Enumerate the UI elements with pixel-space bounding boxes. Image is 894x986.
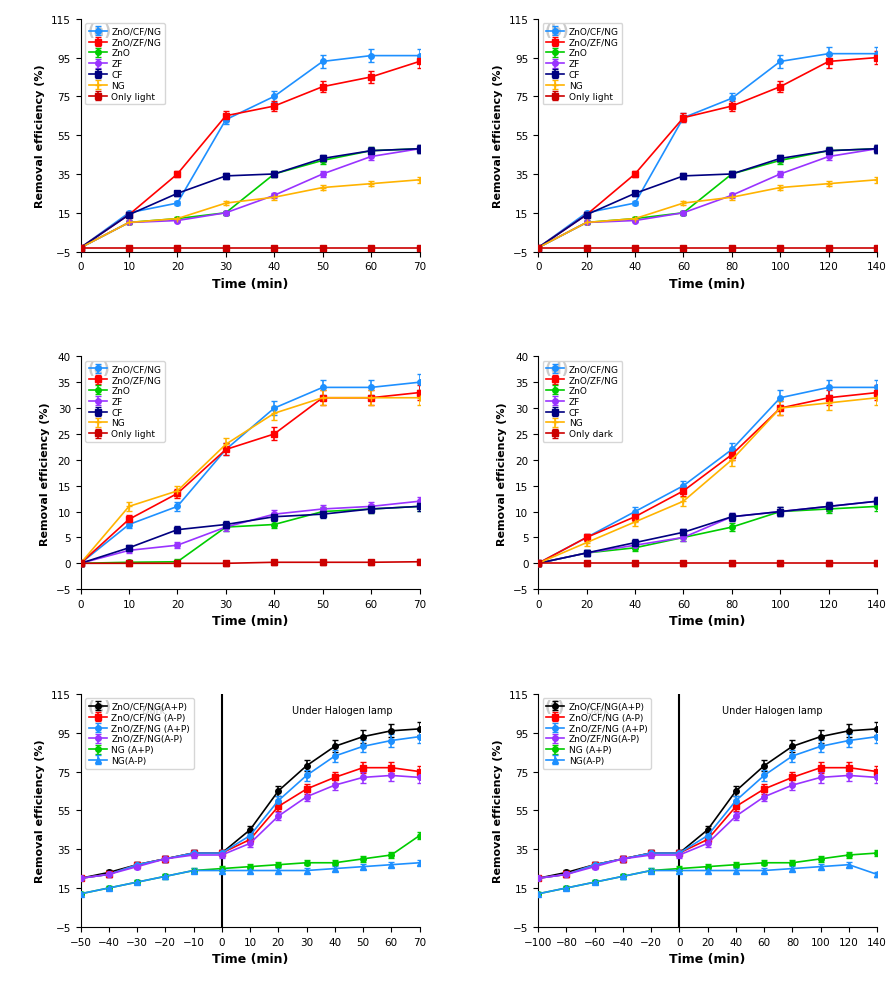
Text: A+P: A+P [0,985,1,986]
Text: Dark: Dark [585,706,608,716]
Text: (f): (f) [544,699,565,714]
Y-axis label: Removal efficiency (%): Removal efficiency (%) [493,739,502,882]
Legend: ZnO/CF/NG, ZnO/ZF/NG, ZnO, ZF, CF, NG, Only light: ZnO/CF/NG, ZnO/ZF/NG, ZnO, ZF, CF, NG, O… [542,25,621,106]
Legend: ZnO/CF/NG(A+P), ZnO/CF/NG (A-P), ZnO/ZF/NG (A+P), ZnO/ZF/NG(A-P), NG (A+P), NG(A: ZnO/CF/NG(A+P), ZnO/CF/NG (A-P), ZnO/ZF/… [542,699,651,769]
Text: (e): (e) [88,699,112,714]
Legend: ZnO/CF/NG, ZnO/ZF/NG, ZnO, ZF, CF, NG, Only dark: ZnO/CF/NG, ZnO/ZF/NG, ZnO, ZF, CF, NG, O… [542,362,621,443]
Text: Under Halogen lamp: Under Halogen lamp [721,706,822,716]
X-axis label: Time (min): Time (min) [212,952,288,965]
Text: A-P: A-P [0,985,1,986]
Y-axis label: Removal efficiency (%): Removal efficiency (%) [36,64,46,208]
Text: (c): (c) [88,362,110,377]
Text: Under Halogen lamp: Under Halogen lamp [292,706,392,716]
Text: A-P: A-P [0,985,1,986]
Text: A+P: A+P [0,985,1,986]
Text: (b): (b) [544,25,569,39]
Legend: ZnO/CF/NG, ZnO/ZF/NG, ZnO, ZF, CF, NG, Only light: ZnO/CF/NG, ZnO/ZF/NG, ZnO, ZF, CF, NG, O… [85,25,164,106]
Legend: ZnO/CF/NG(A+P), ZnO/CF/NG (A-P), ZnO/ZF/NG (A+P), ZnO/ZF/NG(A-P), NG (A+P), NG(A: ZnO/CF/NG(A+P), ZnO/CF/NG (A-P), ZnO/ZF/… [85,699,193,769]
Legend: ZnO/CF/NG, ZnO/ZF/NG, ZnO, ZF, CF, NG, Only light: ZnO/CF/NG, ZnO/ZF/NG, ZnO, ZF, CF, NG, O… [85,362,164,443]
Y-axis label: Removal efficiency (%): Removal efficiency (%) [493,64,502,208]
X-axis label: Time (min): Time (min) [212,278,288,291]
Text: (d): (d) [544,362,569,377]
Text: Dark: Dark [142,706,165,716]
Y-axis label: Removal efficiency (%): Removal efficiency (%) [36,739,46,882]
Text: A+P: A+P [0,985,1,986]
X-axis label: Time (min): Time (min) [212,615,288,628]
X-axis label: Time (min): Time (min) [669,952,745,965]
Y-axis label: Removal efficiency (%): Removal efficiency (%) [497,401,507,545]
X-axis label: Time (min): Time (min) [669,278,745,291]
Text: (a): (a) [88,25,112,39]
Text: A+P: A+P [0,985,1,986]
X-axis label: Time (min): Time (min) [669,615,745,628]
Text: A-P: A-P [0,985,1,986]
Text: A-P: A-P [0,985,1,986]
Y-axis label: Removal efficiency (%): Removal efficiency (%) [40,401,50,545]
